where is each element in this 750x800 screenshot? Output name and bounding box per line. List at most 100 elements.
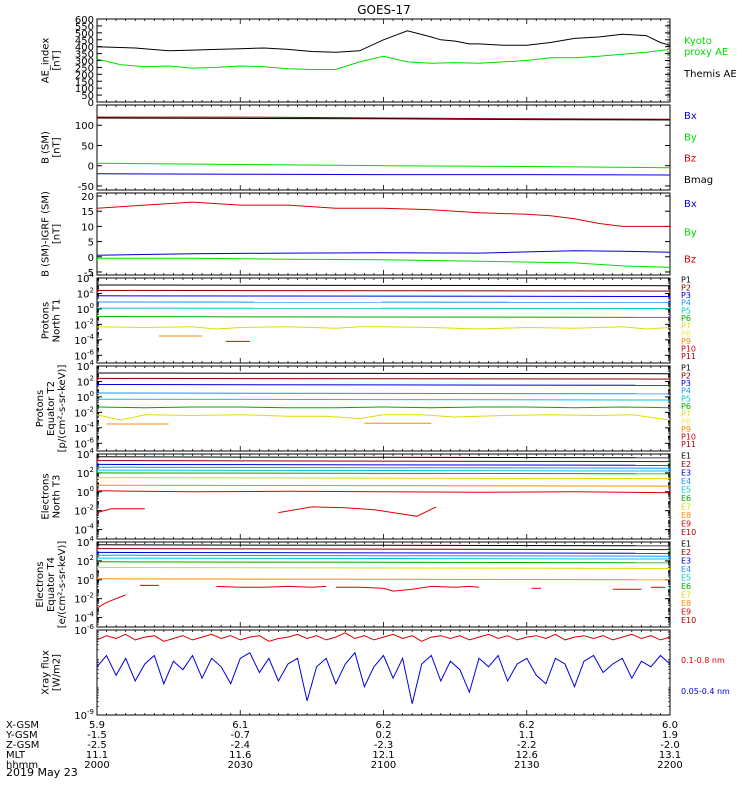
y-axis-label: Electrons [35, 561, 46, 607]
series-line [96, 295, 671, 297]
x-axis-value: -2.2 [517, 740, 537, 751]
y-axis-label: [W/m2] [52, 654, 63, 691]
series-line [96, 377, 671, 380]
x-axis-value: -1.5 [87, 730, 107, 741]
series-line [96, 392, 671, 395]
series-line [96, 460, 671, 463]
y-tick-label: 104 [77, 359, 95, 373]
y-axis-label: Electrons [41, 473, 52, 519]
y-tick-label: 10-2 [74, 592, 94, 606]
legend-label: Bx [684, 199, 697, 210]
legend-label: P6 [681, 314, 691, 323]
y-tick-label: 104 [77, 535, 95, 549]
legend-label: E9 [681, 520, 691, 529]
series-line [96, 284, 671, 287]
legend-label: P8 [681, 329, 691, 338]
panel-frame [96, 18, 671, 103]
y-tick-label: 100 [77, 485, 94, 499]
legend-label: Kyoto [684, 36, 712, 47]
legend-label: P4 [681, 299, 691, 308]
series-line [96, 557, 671, 560]
y-tick-label: 102 [77, 286, 94, 300]
y-tick-label: 600 [75, 15, 94, 26]
y-axis-label: North T3 [52, 475, 63, 519]
x-axis-value: 2030 [228, 760, 253, 771]
series-line [278, 506, 437, 517]
y-axis-label: [nT] [52, 50, 63, 70]
y-tick-label: 150 [75, 77, 94, 88]
y-tick-label: 100 [77, 302, 94, 316]
legend-label: E6 [681, 494, 691, 503]
x-axis-value: 1.1 [519, 730, 535, 741]
plot-title: GOES-17 [357, 3, 411, 17]
legend-label: 0.1-0.8 nm [681, 656, 725, 665]
legend-label: P3 [681, 379, 691, 388]
y-tick-label: 102 [77, 374, 94, 388]
y-tick-label: 10-4 [74, 333, 94, 347]
legend-label: P4 [681, 387, 691, 396]
legend-label: E4 [681, 565, 691, 574]
panel-frame [96, 541, 671, 628]
x-axis-value: 11.1 [86, 750, 108, 761]
legend-label: P6 [681, 402, 691, 411]
x-axis-value: -2.4 [230, 740, 250, 751]
y-tick-label: 350 [75, 50, 94, 61]
panel-frame [96, 192, 671, 276]
x-axis-value: -2.0 [660, 740, 680, 751]
y-axis-label: North T1 [52, 299, 63, 343]
legend-label: proxy AE [684, 47, 728, 58]
series-line [96, 316, 671, 318]
x-axis-value: 2000 [84, 760, 109, 771]
legend-label: E10 [681, 616, 696, 625]
x-axis-table: X-GSM 5.9 6.1 6.2 6.2 6.0 Y-GSM -1.5 -0.7 0.2 1.1 1… [5, 720, 683, 771]
y-axis-label: Protons [41, 302, 52, 339]
legend-label: E4 [681, 477, 691, 486]
x-axis-value: 2200 [657, 760, 682, 771]
series-line [96, 201, 670, 227]
x-axis-value: 6.0 [662, 720, 678, 731]
series-line [96, 384, 671, 386]
legend-label: By [684, 228, 697, 239]
y-tick-label: 450 [75, 36, 94, 47]
y-tick-label: 50 [81, 91, 94, 102]
legend-label: P5 [681, 306, 691, 315]
legend-label: P5 [681, 394, 691, 403]
y-tick-label: 10 [81, 222, 94, 233]
legend-label: P10 [681, 433, 696, 442]
legend-label: By [684, 132, 697, 143]
y-tick-label: 10-2 [74, 504, 94, 518]
y-tick-label: -50 [78, 182, 94, 193]
y-tick-label: 400 [75, 43, 94, 54]
series-line [96, 490, 671, 494]
y-tick-label: 300 [75, 57, 94, 68]
series-line [96, 484, 671, 487]
legend-label: P1 [681, 364, 691, 373]
y-axis-label: [nT] [52, 224, 63, 244]
series-line [96, 466, 671, 469]
y-axis-label: AE_index [41, 38, 52, 84]
legend-label: E1 [681, 452, 691, 461]
x-axis-row-name: X-GSM [6, 720, 39, 731]
x-axis-value: 2100 [371, 760, 396, 771]
x-axis-value: -2.3 [374, 740, 394, 751]
legend-label: P11 [681, 440, 696, 449]
y-tick-label: 100 [75, 121, 94, 132]
x-axis-value: 12.1 [372, 750, 394, 761]
panel-bsm: -50 0 50 100 B (SM) [nT] Bx By Bz Bmag [41, 104, 713, 193]
series-line [97, 257, 671, 268]
series-line [96, 48, 671, 70]
y-axis-label: [p/(cm²-s-sr-keV)] [57, 365, 68, 453]
series-line [96, 456, 671, 459]
x-axis-value: -0.7 [230, 730, 250, 741]
y-axis-label: [nT] [52, 137, 63, 157]
series-line [96, 289, 671, 292]
series-line [96, 30, 671, 53]
series-line [96, 472, 671, 475]
series-line [96, 508, 145, 514]
series-line [335, 585, 480, 592]
series-line [96, 173, 671, 176]
y-tick-label: 102 [77, 466, 94, 480]
